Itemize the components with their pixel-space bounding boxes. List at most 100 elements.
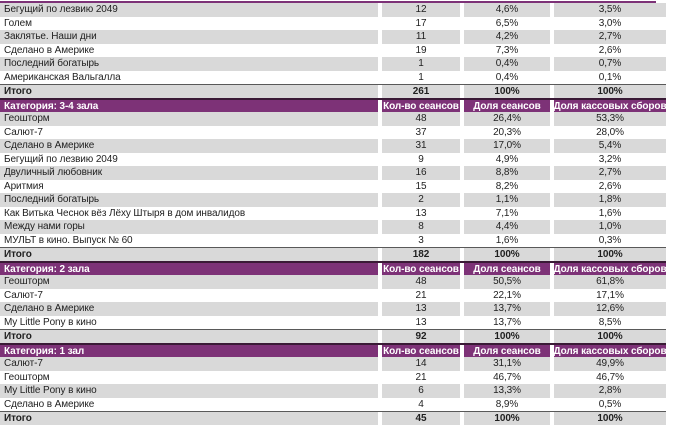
total-sessions-count-cell: 182 <box>382 248 460 261</box>
sessions-share-cell: 4,4% <box>464 220 550 234</box>
section-header-row: Категория: 1 зал Кол-во сеансов Доля сеа… <box>0 343 666 357</box>
column-header-sessions-count: Кол-во сеансов <box>382 345 460 357</box>
total-row: Итого 92 100% 100% <box>0 329 666 343</box>
movie-row: My Little Pony в кино 13 13,7% 8,5% <box>0 315 666 329</box>
column-header-boxoffice-share: Доля кассовых сборов <box>554 100 666 112</box>
movie-title-cell: Сделано в Америке <box>0 139 378 153</box>
movie-title-cell: Между нами горы <box>0 220 378 234</box>
movie-title-cell: Последний богатырь <box>0 193 378 207</box>
sessions-count-cell: 31 <box>382 139 460 153</box>
movie-row: Последний богатырь 1 0,4% 0,7% <box>0 57 666 71</box>
column-header-sessions-count: Кол-во сеансов <box>382 100 460 112</box>
sessions-share-cell: 13,7% <box>464 302 550 316</box>
sessions-count-cell: 3 <box>382 233 460 247</box>
total-boxoffice-share-cell: 100% <box>554 85 666 98</box>
sessions-count-cell: 13 <box>382 206 460 220</box>
movie-title-cell: Салют-7 <box>0 125 378 139</box>
sessions-share-cell: 0,4% <box>464 70 550 84</box>
total-boxoffice-share-cell: 100% <box>554 412 666 425</box>
boxoffice-share-cell: 1,6% <box>554 206 666 220</box>
total-sessions-count-cell: 261 <box>382 85 460 98</box>
movie-row: Бегущий по лезвию 2049 9 4,9% 3,2% <box>0 152 666 166</box>
sessions-share-cell: 6,5% <box>464 16 550 30</box>
column-header-boxoffice-share: Доля кассовых сборов <box>554 263 666 275</box>
movie-row: Сделано в Америке 19 7,3% 2,6% <box>0 43 666 57</box>
movie-row: Двуличный любовник 16 8,8% 2,7% <box>0 166 666 180</box>
boxoffice-share-cell: 28,0% <box>554 125 666 139</box>
total-row: Итого 45 100% 100% <box>0 411 666 425</box>
movie-title-cell: МУЛЬТ в кино. Выпуск № 60 <box>0 233 378 247</box>
sessions-share-cell: 0,4% <box>464 57 550 71</box>
boxoffice-share-cell: 5,4% <box>554 139 666 153</box>
boxoffice-share-cell: 17,1% <box>554 288 666 302</box>
movie-row: Бегущий по лезвию 2049 12 4,6% 3,5% <box>0 3 666 17</box>
movie-title-cell: Американская Вальгалла <box>0 70 378 84</box>
boxoffice-share-cell: 3,5% <box>554 3 666 17</box>
movie-row: Голем 17 6,5% 3,0% <box>0 16 666 30</box>
sessions-count-cell: 13 <box>382 302 460 316</box>
movie-title-cell: Сделано в Америке <box>0 302 378 316</box>
sessions-share-cell: 7,3% <box>464 43 550 57</box>
total-boxoffice-share-cell: 100% <box>554 330 666 343</box>
boxoffice-share-cell: 3,0% <box>554 16 666 30</box>
movie-title-cell: Салют-7 <box>0 288 378 302</box>
total-sessions-count-cell: 45 <box>382 412 460 425</box>
total-boxoffice-share-cell: 100% <box>554 248 666 261</box>
sessions-count-cell: 19 <box>382 43 460 57</box>
movie-title-cell: Двуличный любовник <box>0 166 378 180</box>
sessions-count-cell: 11 <box>382 30 460 44</box>
sessions-share-cell: 31,1% <box>464 357 550 371</box>
column-header-boxoffice-share: Доля кассовых сборов <box>554 345 666 357</box>
boxoffice-share-cell: 2,6% <box>554 179 666 193</box>
movie-title-cell: My Little Pony в кино <box>0 315 378 329</box>
sessions-share-cell: 22,1% <box>464 288 550 302</box>
sessions-count-cell: 13 <box>382 315 460 329</box>
movie-title-cell: Последний богатырь <box>0 57 378 71</box>
sessions-count-cell: 21 <box>382 370 460 384</box>
movie-row: Салют-7 14 31,1% 49,9% <box>0 357 666 371</box>
sessions-share-cell: 46,7% <box>464 370 550 384</box>
boxoffice-share-cell: 46,7% <box>554 370 666 384</box>
movie-title-cell: Геошторм <box>0 370 378 384</box>
column-header-sessions-count: Кол-во сеансов <box>382 263 460 275</box>
sessions-count-cell: 48 <box>382 112 460 126</box>
table-body: Бегущий по лезвию 2049 12 4,6% 3,5% Голе… <box>0 3 666 425</box>
category-label: Категория: 1 зал <box>0 345 378 357</box>
movie-row: Между нами горы 8 4,4% 1,0% <box>0 220 666 234</box>
total-label-cell: Итого <box>0 85 378 98</box>
total-sessions-share-cell: 100% <box>464 85 550 98</box>
movie-row: Сделано в Америке 31 17,0% 5,4% <box>0 139 666 153</box>
boxoffice-share-cell: 0,5% <box>554 397 666 411</box>
sessions-count-cell: 12 <box>382 3 460 17</box>
section-header-row: Категория: 2 зала Кол-во сеансов Доля се… <box>0 261 666 275</box>
movie-row: МУЛЬТ в кино. Выпуск № 60 3 1,6% 0,3% <box>0 233 666 247</box>
total-label-cell: Итого <box>0 412 378 425</box>
boxoffice-share-cell: 61,8% <box>554 275 666 289</box>
sessions-share-cell: 8,9% <box>464 397 550 411</box>
movie-title-cell: Сделано в Америке <box>0 397 378 411</box>
category-label: Категория: 2 зала <box>0 263 378 275</box>
boxoffice-share-cell: 0,1% <box>554 70 666 84</box>
category-label: Категория: 3-4 зала <box>0 100 378 112</box>
column-header-sessions-share: Доля сеансов <box>464 100 550 112</box>
boxoffice-share-cell: 3,2% <box>554 152 666 166</box>
boxoffice-share-cell: 12,6% <box>554 302 666 316</box>
boxoffice-share-cell: 2,7% <box>554 166 666 180</box>
sessions-count-cell: 1 <box>382 57 460 71</box>
movie-row: Сделано в Америке 4 8,9% 0,5% <box>0 397 666 411</box>
total-row: Итого 182 100% 100% <box>0 247 666 261</box>
sessions-count-cell: 6 <box>382 384 460 398</box>
boxoffice-share-cell: 53,3% <box>554 112 666 126</box>
sessions-count-cell: 14 <box>382 357 460 371</box>
movie-row: Геошторм 48 26,4% 53,3% <box>0 112 666 126</box>
sessions-count-cell: 2 <box>382 193 460 207</box>
boxoffice-share-cell: 0,3% <box>554 233 666 247</box>
boxoffice-share-cell: 2,7% <box>554 30 666 44</box>
sessions-share-cell: 8,2% <box>464 179 550 193</box>
movie-title-cell: Бегущий по лезвию 2049 <box>0 152 378 166</box>
total-row: Итого 261 100% 100% <box>0 84 666 98</box>
table-top-border <box>0 1 656 3</box>
boxoffice-share-cell: 2,6% <box>554 43 666 57</box>
sessions-share-cell: 1,1% <box>464 193 550 207</box>
